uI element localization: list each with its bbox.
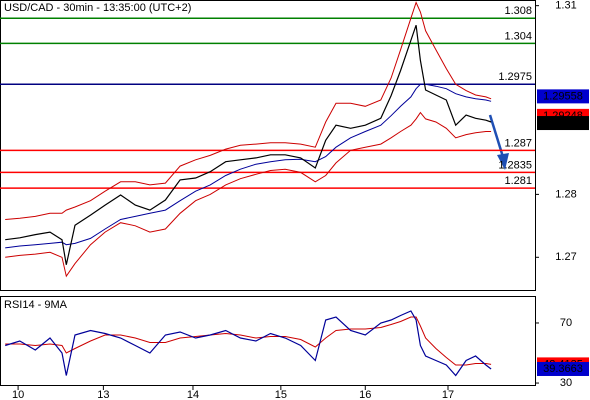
y-tick-label: 30: [560, 377, 572, 389]
price-marker: [537, 361, 589, 376]
level-label: 1.287: [504, 137, 532, 149]
price-line: [5, 310, 492, 377]
price-marker-label: 1.29134: [543, 117, 583, 129]
x-tick-label: 13: [97, 389, 109, 400]
level-label: 1.304: [504, 30, 532, 42]
level-label: 1.2835: [498, 159, 532, 171]
x-tick-label: 16: [359, 389, 371, 400]
x-tick-label: 17: [442, 389, 454, 400]
x-tick-label: 14: [187, 389, 199, 400]
y-tick-label: 1.28: [555, 188, 576, 200]
level-label: 1.281: [504, 175, 532, 187]
price-marker: [537, 89, 589, 104]
overlay-line: [5, 1, 492, 220]
price-marker-label: 39.3663: [543, 363, 583, 375]
chart-title: USD/CAD - 30min - 13:35:00 (UTC+2): [4, 2, 191, 14]
overlay-line: [5, 83, 492, 249]
overlay-line: [5, 111, 492, 278]
overlay-line: [5, 316, 492, 366]
price-panel: [0, 0, 536, 291]
x-tick-label: 15: [275, 389, 287, 400]
x-tick-label: 10: [12, 389, 24, 400]
y-tick-label: 1.31: [555, 0, 576, 12]
level-label: 1.2975: [498, 71, 532, 83]
price-line: [5, 25, 492, 265]
rsi-title: RSI14 - 9MA: [4, 299, 68, 311]
level-label: 1.308: [504, 5, 532, 17]
rsi-panel: [0, 296, 536, 386]
forecast-arrowhead: [497, 153, 509, 170]
price-marker: [537, 116, 589, 131]
y-tick-label: 70: [560, 317, 572, 329]
price-marker-label: 1.29558: [543, 90, 583, 102]
y-tick-label: 1.27: [555, 251, 576, 263]
